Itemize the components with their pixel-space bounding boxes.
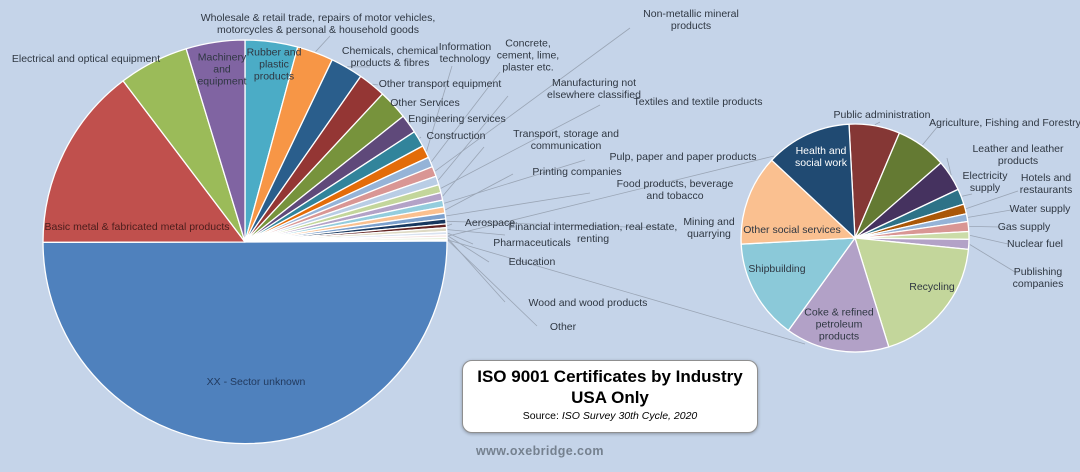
pie-slice-all-industries-pie-26 <box>185 39 246 243</box>
leader-line <box>946 157 952 176</box>
slice-label: Mining and quarrying <box>683 215 735 240</box>
leader-line <box>372 83 379 86</box>
leader-line <box>440 104 601 189</box>
source-citation: ISO Survey 30th Cycle, 2020 <box>561 410 698 422</box>
slice-label: Basic metal & fabricated metal products <box>44 220 230 233</box>
slice-label: Hotels and restaurants <box>1019 171 1073 196</box>
leader-line <box>446 192 591 217</box>
slice-label: Wholesale & retail trade, repairs of mot… <box>200 11 436 36</box>
leader-line <box>447 235 490 263</box>
pie-slice-small-sectors-detail-pie-12 <box>740 159 856 245</box>
source-label: Source: <box>522 410 559 422</box>
leader-line <box>966 190 1019 209</box>
slice-label: XX - Sector unknown <box>206 375 306 388</box>
leader-line <box>446 220 661 229</box>
slice-label: Agriculture, Fishing and Forestry <box>929 116 1080 129</box>
pie-slice-small-sectors-detail-pie-11 <box>740 237 856 332</box>
slice-label: Other social services <box>743 223 841 236</box>
slice-label: Pulp, paper and paper products <box>609 150 757 163</box>
slice-label: Nuclear fuel <box>1006 237 1064 250</box>
slice-label: Publishing companies <box>1012 265 1064 290</box>
pie-slice-small-sectors-detail-pie-9 <box>854 237 970 348</box>
slice-label: Concrete, cement, lime, plaster etc. <box>496 37 560 75</box>
leader-line <box>426 65 453 152</box>
slice-label: Electricity supply <box>962 169 1008 194</box>
slice-label: Rubber and plastic products <box>246 46 302 84</box>
slice-label: Non-metallic mineral products <box>643 7 739 32</box>
slice-label: Engineering services <box>408 112 506 125</box>
leader-line <box>445 173 514 211</box>
slice-label: Water supply <box>1009 202 1071 215</box>
slice-label: Manufacturing not elsewhere classified <box>547 76 641 101</box>
pie-slice-all-industries-pie-24 <box>42 80 246 243</box>
leader-line <box>442 146 485 197</box>
pie-slice-small-sectors-detail-pie-13 <box>771 123 856 239</box>
chart-source: Source: ISO Survey 30th Cycle, 2020 <box>463 410 757 422</box>
slice-label: Other transport equipment <box>378 77 502 90</box>
pie-slice-small-sectors-detail-pie-10 <box>787 237 890 353</box>
slice-label: Textiles and textile products <box>633 95 763 108</box>
breakout-line <box>447 239 806 345</box>
slice-label: Pharmaceuticals <box>493 236 571 249</box>
slice-label: Aerospace <box>464 216 516 229</box>
leader-line <box>447 240 538 327</box>
chart-subtitle: USA Only <box>571 388 649 407</box>
slice-label: Public administration <box>833 108 931 121</box>
pie-slice-all-industries-pie-23 <box>42 240 448 445</box>
slice-label: Other Services <box>390 96 460 109</box>
leader-line <box>969 244 1016 273</box>
chart-title: ISO 9001 Certificates by Industry <box>477 367 743 386</box>
slice-label: Gas supply <box>997 220 1051 233</box>
leader-line <box>431 71 501 162</box>
leader-line <box>968 209 1012 218</box>
website-url: www.oxebridge.com <box>476 444 604 458</box>
leader-line <box>447 229 506 236</box>
leader-line <box>969 235 1009 245</box>
leader-line <box>447 223 453 227</box>
leader-line <box>922 125 939 146</box>
leader-line <box>419 136 422 139</box>
slice-label: Construction <box>426 129 486 142</box>
slice-label: Machinery and equipment <box>197 51 247 89</box>
leader-line <box>315 35 331 52</box>
slice-label: Coke & refined petroleum products <box>804 306 874 344</box>
leader-line <box>434 27 631 172</box>
slice-label: Recycling <box>909 280 955 293</box>
slice-label: Shipbuilding <box>748 262 806 275</box>
slice-label: Printing companies <box>532 165 622 178</box>
breakout-line <box>447 155 775 237</box>
slice-label: Food products, beverage and tobacco <box>616 177 734 202</box>
leader-line <box>874 121 881 126</box>
title-box: ISO 9001 Certificates by Industry USA On… <box>462 360 758 433</box>
leader-line <box>962 193 973 197</box>
slice-label: Electrical and optical equipment <box>11 52 161 65</box>
slice-label: Wood and wood products <box>528 296 648 309</box>
slice-label: Information technology <box>438 40 492 65</box>
slice-label: Financial intermediation, real estate, r… <box>508 220 678 245</box>
slice-label: Leather and leather products <box>972 142 1064 167</box>
slice-label: Chemicals, chemical products & fibres <box>341 44 439 69</box>
leader-line <box>444 159 586 204</box>
slice-label: Health and social work <box>795 144 847 169</box>
slice-label: Transport, storage and communication <box>513 127 619 152</box>
leader-line <box>437 95 509 181</box>
slice-label: Education <box>508 255 556 268</box>
slice-label: Other <box>549 320 577 333</box>
leader-line <box>969 226 1001 228</box>
leader-line <box>409 120 412 124</box>
